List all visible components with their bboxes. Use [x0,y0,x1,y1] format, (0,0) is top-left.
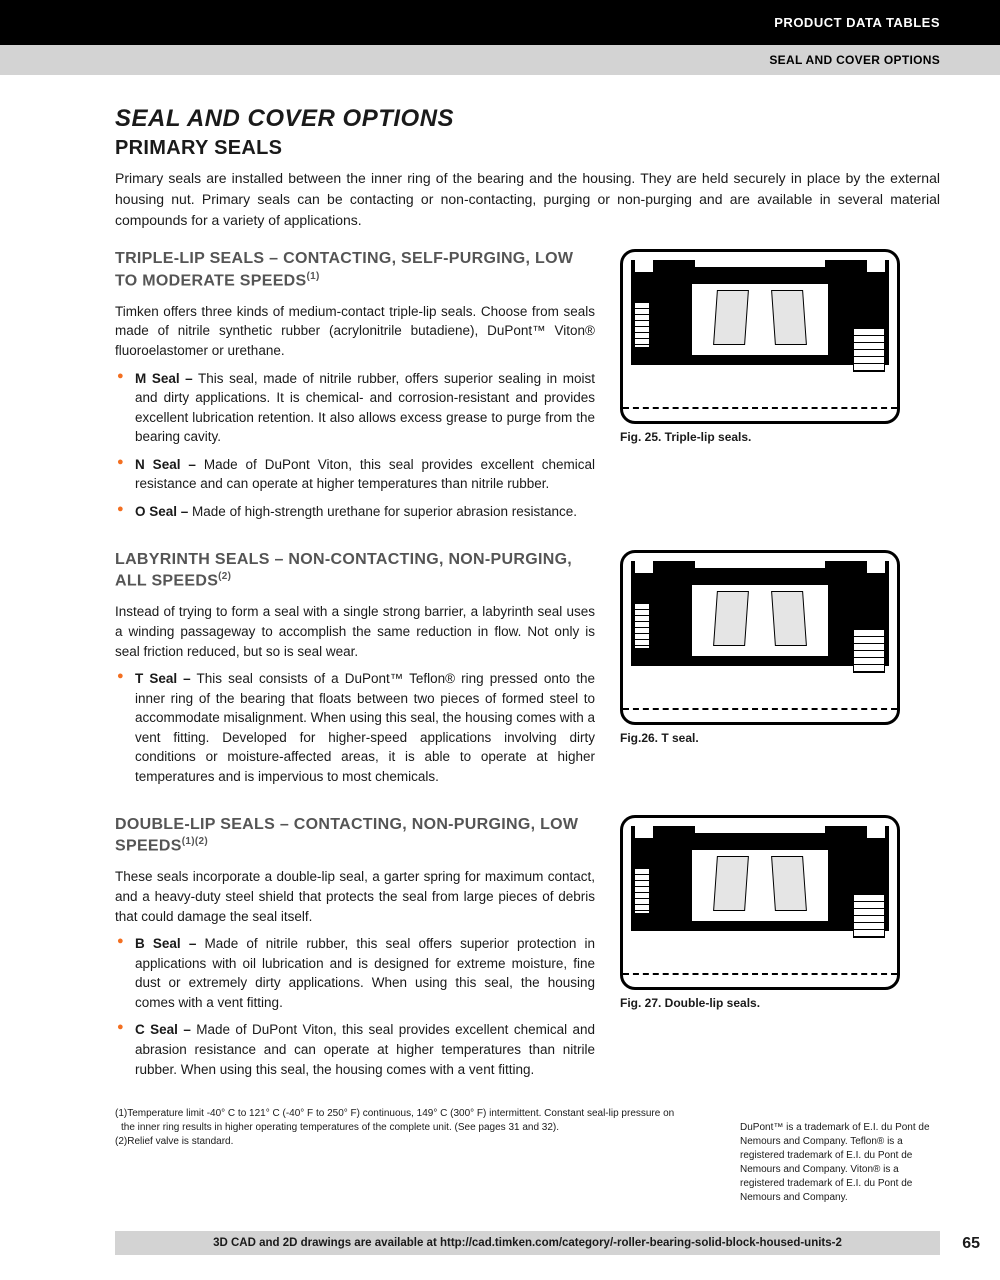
header-category: PRODUCT DATA TABLES [774,15,940,30]
bullet-item: M Seal – This seal, made of nitrile rubb… [135,369,595,447]
bullet-list: T Seal – This seal consists of a DuPont™… [115,669,595,786]
figure-caption: Fig. 27. Double-lip seals. [620,996,900,1010]
figure-column: Fig. 27. Double-lip seals. [620,815,900,1088]
header-black-bar: PRODUCT DATA TABLES [0,0,1000,45]
page-title: SEAL AND COVER OPTIONS [115,105,940,133]
figure-caption: Fig. 25. Triple-lip seals. [620,430,900,444]
bullet-item: N Seal – Made of DuPont Viton, this seal… [135,455,595,494]
section-heading: TRIPLE-LIP SEALS – CONTACTING, SELF-PURG… [115,249,595,292]
section: LABYRINTH SEALS – NON-CONTACTING, NON-PU… [115,550,940,795]
header-gray-bar: SEAL AND COVER OPTIONS [0,45,1000,75]
section-text: Timken offers three kinds of medium-cont… [115,302,595,361]
section-heading: LABYRINTH SEALS – NON-CONTACTING, NON-PU… [115,550,595,593]
footnote: (2)Relief valve is standard. [121,1135,675,1149]
trademark-notice: DuPont™ is a trademark of E.I. du Pont d… [740,1121,940,1205]
figure-caption: Fig.26. T seal. [620,731,900,745]
section-text: These seals incorporate a double-lip sea… [115,867,595,926]
page-subtitle: PRIMARY SEALS [115,137,940,160]
footer-text: 3D CAD and 2D drawings are available at … [213,1237,842,1249]
footnotes: (1)Temperature limit -40° C to 121° C (-… [115,1107,675,1149]
bullet-list: B Seal – Made of nitrile rubber, this se… [115,934,595,1079]
bullet-item: T Seal – This seal consists of a DuPont™… [135,669,595,786]
section: TRIPLE-LIP SEALS – CONTACTING, SELF-PURG… [115,249,940,530]
header-subcategory: SEAL AND COVER OPTIONS [769,53,940,67]
figure-column: Fig. 25. Triple-lip seals. [620,249,900,530]
bullet-item: O Seal – Made of high-strength urethane … [135,502,595,522]
section-text: Instead of trying to form a seal with a … [115,602,595,661]
page-number: 65 [962,1235,980,1253]
section-heading: DOUBLE-LIP SEALS – CONTACTING, NON-PURGI… [115,815,595,858]
seal-diagram [620,550,900,725]
intro-paragraph: Primary seals are installed between the … [115,168,940,231]
page-content: SEAL AND COVER OPTIONS PRIMARY SEALS Pri… [0,75,1000,1149]
footer-bar: 3D CAD and 2D drawings are available at … [115,1231,940,1255]
section: DOUBLE-LIP SEALS – CONTACTING, NON-PURGI… [115,815,940,1088]
bullet-item: B Seal – Made of nitrile rubber, this se… [135,934,595,1012]
seal-diagram [620,815,900,990]
bullet-list: M Seal – This seal, made of nitrile rubb… [115,369,595,522]
seal-diagram [620,249,900,424]
footnote: (1)Temperature limit -40° C to 121° C (-… [121,1107,675,1135]
bullet-item: C Seal – Made of DuPont Viton, this seal… [135,1020,595,1079]
figure-column: Fig.26. T seal. [620,550,900,795]
